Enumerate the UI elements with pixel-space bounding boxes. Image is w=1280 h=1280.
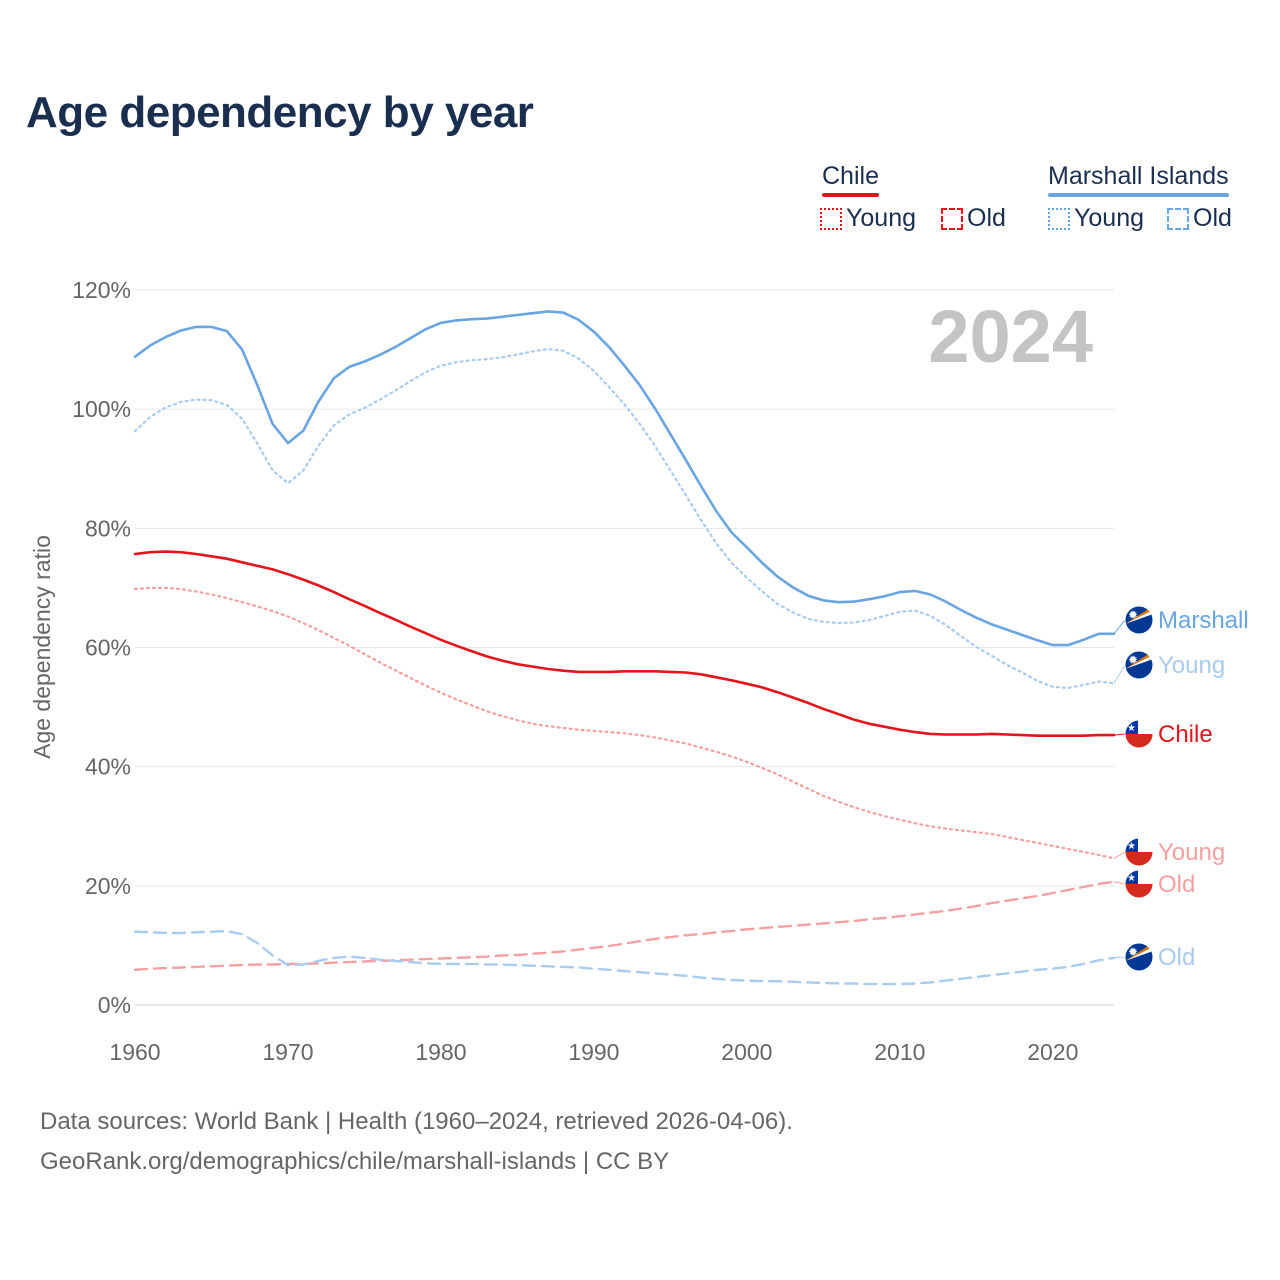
legend-marshall-young[interactable]: Young <box>1048 204 1144 233</box>
y-tick-label: 60% <box>85 635 131 661</box>
y-tick-label: 0% <box>98 992 131 1018</box>
end-label: Old <box>1158 944 1195 971</box>
x-tick-label: 1990 <box>568 1039 619 1065</box>
chile-flag-icon: ★ <box>1124 837 1154 867</box>
dotted-swatch-icon <box>820 208 842 230</box>
end-label-connector <box>1113 664 1126 684</box>
series-lines <box>133 310 1116 986</box>
dashed-swatch-icon <box>1167 208 1189 230</box>
x-tick-label: 2000 <box>721 1039 772 1065</box>
y-axis-ticks: 0% 20% 40% 60% 80% 100% 120% <box>72 277 131 1018</box>
legend-marshall-young-label: Young <box>1074 204 1144 232</box>
y-axis-title: Age dependency ratio <box>29 535 55 759</box>
legend-marshall[interactable]: Marshall Islands <box>1048 162 1229 197</box>
end-label: Chile <box>1158 721 1213 748</box>
end-label: Young <box>1158 652 1225 679</box>
end-label-connector <box>1113 851 1126 859</box>
x-tick-label: 1960 <box>109 1039 160 1065</box>
x-tick-label: 1970 <box>262 1039 313 1065</box>
legend-chile-young-label: Young <box>846 204 916 232</box>
chile-flag-icon: ★ <box>1124 719 1154 749</box>
end-label-connector <box>1113 881 1126 885</box>
legend-chile-old[interactable]: Old <box>941 204 1006 233</box>
y-tick-label: 80% <box>85 515 131 541</box>
end-label: Young <box>1158 839 1225 866</box>
legend-chile-young[interactable]: Young <box>820 204 916 233</box>
legend-marshall-label: Marshall Islands <box>1048 162 1229 190</box>
line-chart: 0% 20% 40% 60% 80% 100% 120% 1960 1970 1980 1990 2… <box>29 277 1249 1065</box>
gridlines <box>135 289 1114 1006</box>
dotted-swatch-icon <box>1048 208 1070 230</box>
legend-marshall-underline <box>1048 193 1229 197</box>
chile-flag-icon: ★ <box>1124 869 1154 899</box>
footer-link[interactable]: GeoRank.org/demographics/chile/marshall-… <box>40 1148 670 1175</box>
series-line-marshall-islands[interactable] <box>133 310 1116 647</box>
end-label: Marshall <box>1158 607 1249 634</box>
series-line-chile-young[interactable] <box>133 586 1116 860</box>
legend-marshall-old[interactable]: Old <box>1167 204 1232 233</box>
x-tick-label: 2010 <box>874 1039 925 1065</box>
end-label-connector <box>1113 733 1126 736</box>
svg-text:✹: ✹ <box>1128 608 1138 622</box>
marshall-flag-icon: ✹ <box>1124 942 1154 972</box>
svg-text:★: ★ <box>1127 723 1136 734</box>
svg-text:★: ★ <box>1127 841 1136 852</box>
x-tick-label: 2020 <box>1027 1039 1078 1065</box>
legend-chile-label: Chile <box>822 162 879 190</box>
legend-chile-old-label: Old <box>967 204 1006 232</box>
end-label: Old <box>1158 871 1195 898</box>
x-axis-ticks: 1960 1970 1980 1990 2000 2010 2020 <box>109 1039 1078 1065</box>
series-line-marshall-islands-old[interactable] <box>133 929 1116 986</box>
legend-marshall-old-label: Old <box>1193 204 1232 232</box>
footer-sources: Data sources: World Bank | Health (1960–… <box>40 1108 793 1135</box>
y-tick-label: 20% <box>85 873 131 899</box>
y-tick-label: 40% <box>85 754 131 780</box>
end-label-connector <box>1113 619 1126 635</box>
marshall-flag-icon: ✹ <box>1124 650 1154 680</box>
year-watermark: 2024 <box>928 295 1093 378</box>
series-line-chile[interactable] <box>133 550 1116 737</box>
svg-text:✹: ✹ <box>1128 653 1138 667</box>
series-line-chile-old[interactable] <box>133 880 1116 971</box>
dashed-swatch-icon <box>941 208 963 230</box>
svg-text:✹: ✹ <box>1128 945 1138 959</box>
y-tick-label: 100% <box>72 396 131 422</box>
legend-chile-underline <box>822 193 879 197</box>
legend-chile[interactable]: Chile <box>822 162 879 197</box>
x-tick-label: 1980 <box>415 1039 466 1065</box>
end-labels: ✹ Marshall ✹ Young ★ Chile ★ Young ★ Old ✹ Old <box>1113 605 1249 972</box>
svg-text:★: ★ <box>1127 873 1136 884</box>
y-tick-label: 120% <box>72 277 131 303</box>
marshall-flag-icon: ✹ <box>1124 605 1154 635</box>
end-label-connector <box>1113 956 1126 959</box>
series-line-marshall-islands-young[interactable] <box>133 347 1116 690</box>
chart-title: Age dependency by year <box>26 88 534 137</box>
